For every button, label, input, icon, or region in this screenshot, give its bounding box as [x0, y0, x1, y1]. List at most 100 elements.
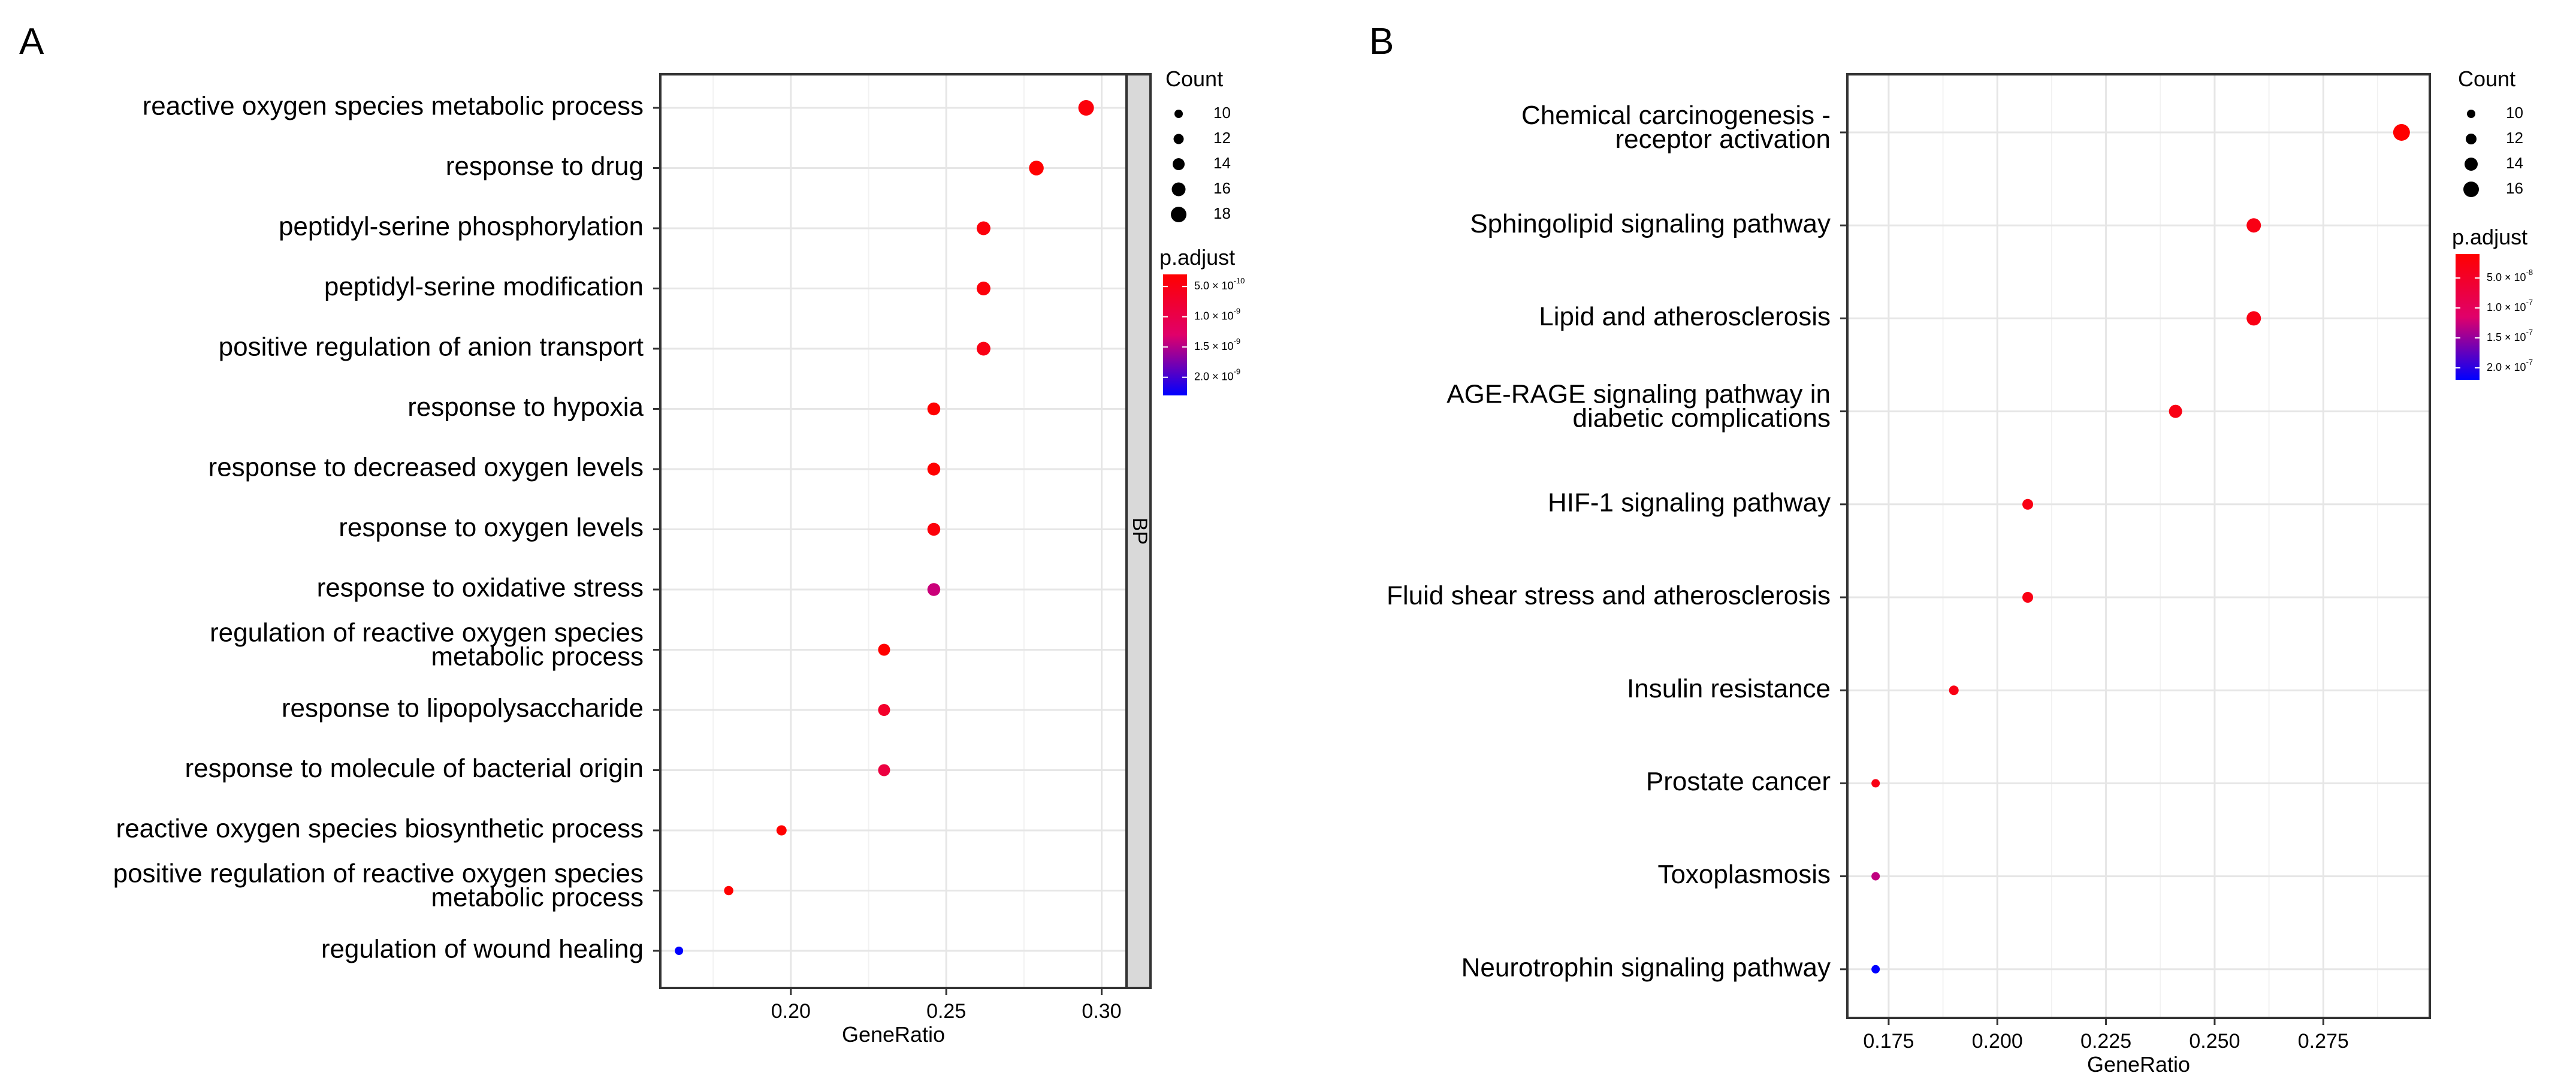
- size-legend-label: 14: [2506, 154, 2523, 172]
- data-point: [1029, 161, 1044, 176]
- x-tick-label: 0.200: [1972, 1030, 2023, 1053]
- color-bar-label: 2.0 × 10-7: [2487, 358, 2533, 373]
- color-bar-label: 2.0 × 10-9: [1194, 367, 1240, 382]
- data-point: [1871, 872, 1880, 881]
- y-tick-label: positive regulation of anion transport: [219, 333, 644, 362]
- data-point: [776, 825, 787, 836]
- color-bar-label: 1.5 × 10-7: [2487, 328, 2533, 343]
- size-legend-dot: [1171, 207, 1186, 222]
- data-point: [976, 282, 990, 295]
- data-point: [2246, 218, 2261, 233]
- color-bar: [2456, 254, 2480, 380]
- size-legend-dot: [2465, 158, 2478, 171]
- data-point: [724, 885, 733, 896]
- size-legend-dot: [2463, 182, 2479, 197]
- plot-border: [1846, 73, 2431, 1019]
- data-point: [878, 764, 890, 776]
- x-tick-label: 0.275: [2298, 1030, 2349, 1053]
- y-tick-label: reactive oxygen species metabolic proces…: [143, 92, 644, 121]
- size-legend-title: Count: [1165, 67, 1223, 91]
- y-tick-label: reactive oxygen species biosynthetic pro…: [116, 814, 644, 844]
- size-legend-dot: [1173, 158, 1185, 170]
- x-tick-label: 0.250: [2189, 1030, 2240, 1053]
- y-tick-label: Fluid shear stress and atherosclerosis: [1387, 581, 1831, 611]
- y-tick-label: positive regulation of reactive oxygen s…: [113, 859, 644, 912]
- data-point: [2246, 311, 2261, 326]
- x-tick-label: 0.30: [1082, 1000, 1121, 1023]
- y-tick-label: Insulin resistance: [1627, 674, 1831, 703]
- color-bar-label: 5.0 × 10-10: [1194, 277, 1245, 292]
- panel-B: B Chemical carcinogenesis -receptor activ…: [1369, 21, 2533, 1077]
- data-point: [675, 947, 684, 955]
- y-tick-label: response to hypoxia: [407, 392, 644, 422]
- y-tick-label: regulation of reactive oxygen species met…: [210, 618, 644, 672]
- data-point: [976, 341, 990, 356]
- x-axis-label: GeneRatio: [2087, 1052, 2190, 1077]
- plot-area: [660, 74, 1127, 988]
- x-tick-label: 0.25: [926, 1000, 966, 1023]
- plot-area: [1847, 74, 2430, 1018]
- size-legend-dot: [2467, 110, 2475, 118]
- data-point: [2022, 592, 2034, 603]
- y-tick-label: regulation of wound healing: [321, 935, 644, 964]
- color-legend-title: p.adjust: [1159, 245, 1235, 270]
- x-tick-label: 0.225: [2080, 1030, 2131, 1053]
- data-point: [878, 704, 890, 716]
- y-tick-label: response to oxidative stress: [317, 573, 644, 603]
- y-tick-label: Neurotrophin signaling pathway: [1461, 953, 1831, 982]
- size-legend-label: 12: [1213, 129, 1231, 147]
- y-tick-label: Toxoplasmosis: [1657, 860, 1831, 889]
- size-legend-title: Count: [2458, 67, 2515, 91]
- color-bar-label: 1.5 × 10-9: [1194, 337, 1240, 352]
- y-tick-label: HIF-1 signaling pathway: [1548, 488, 1831, 517]
- y-tick-label: peptidyl-serine modification: [324, 272, 644, 301]
- y-tick-label: response to decreased oxygen levels: [209, 453, 644, 482]
- data-point: [1871, 965, 1880, 974]
- data-point: [927, 463, 941, 476]
- size-legend-label: 12: [2506, 129, 2523, 147]
- facet-strip: [1125, 73, 1152, 989]
- x-tick-label: 0.175: [1863, 1030, 1914, 1053]
- x-axis-label: GeneRatio: [842, 1022, 945, 1047]
- data-point: [2022, 498, 2034, 510]
- size-legend-label: 10: [1213, 104, 1231, 122]
- color-bar-label: 1.0 × 10-9: [1194, 307, 1240, 322]
- y-tick-label: response to lipopolysaccharide: [282, 694, 644, 723]
- y-tick-label: Prostate cancer: [1646, 767, 1831, 796]
- color-bar-label: 1.0 × 10-7: [2487, 298, 2533, 313]
- y-tick-label: AGE-RAGE signaling pathway in diabetic co…: [1446, 380, 1831, 433]
- data-point: [1078, 100, 1094, 116]
- size-legend-label: 10: [2506, 104, 2523, 122]
- data-point: [2393, 124, 2410, 141]
- data-point: [927, 522, 941, 536]
- color-bar: [1163, 274, 1187, 395]
- data-point: [2169, 404, 2182, 418]
- y-tick-label: response to oxygen levels: [339, 513, 644, 542]
- y-tick-label: Chemical carcinogenesis -receptor activa…: [1521, 101, 1831, 154]
- panel-A: A BP reactive oxygen species metabolic pro…: [19, 21, 1245, 1047]
- size-legend-dot: [1173, 134, 1184, 144]
- data-point: [976, 221, 990, 235]
- data-point: [927, 402, 941, 416]
- data-point: [1949, 685, 1959, 696]
- y-tick-label: response to molecule of bacterial origin: [185, 754, 644, 783]
- y-tick-label: Sphingolipid signaling pathway: [1470, 209, 1831, 238]
- size-legend-label: 18: [1213, 204, 1231, 222]
- size-legend-dot: [2466, 134, 2477, 144]
- size-legend-dot: [1174, 110, 1183, 118]
- size-legend-label: 16: [1213, 179, 1231, 197]
- size-legend-dot: [1171, 182, 1186, 197]
- color-legend-title: p.adjust: [2452, 225, 2527, 249]
- y-tick-label: peptidyl-serine phosphorylation: [279, 212, 644, 241]
- size-legend-label: 14: [1213, 154, 1231, 172]
- color-bar-label: 5.0 × 10-8: [2487, 268, 2533, 283]
- size-legend-label: 16: [2506, 179, 2523, 197]
- panel-label: B: [1369, 21, 1394, 62]
- y-tick-label: Lipid and atherosclerosis: [1539, 302, 1831, 331]
- facet-label: BP: [1128, 518, 1151, 545]
- data-point: [927, 583, 941, 596]
- panel-label: A: [19, 21, 44, 62]
- data-point: [1871, 779, 1880, 788]
- y-tick-label: response to drug: [446, 152, 644, 181]
